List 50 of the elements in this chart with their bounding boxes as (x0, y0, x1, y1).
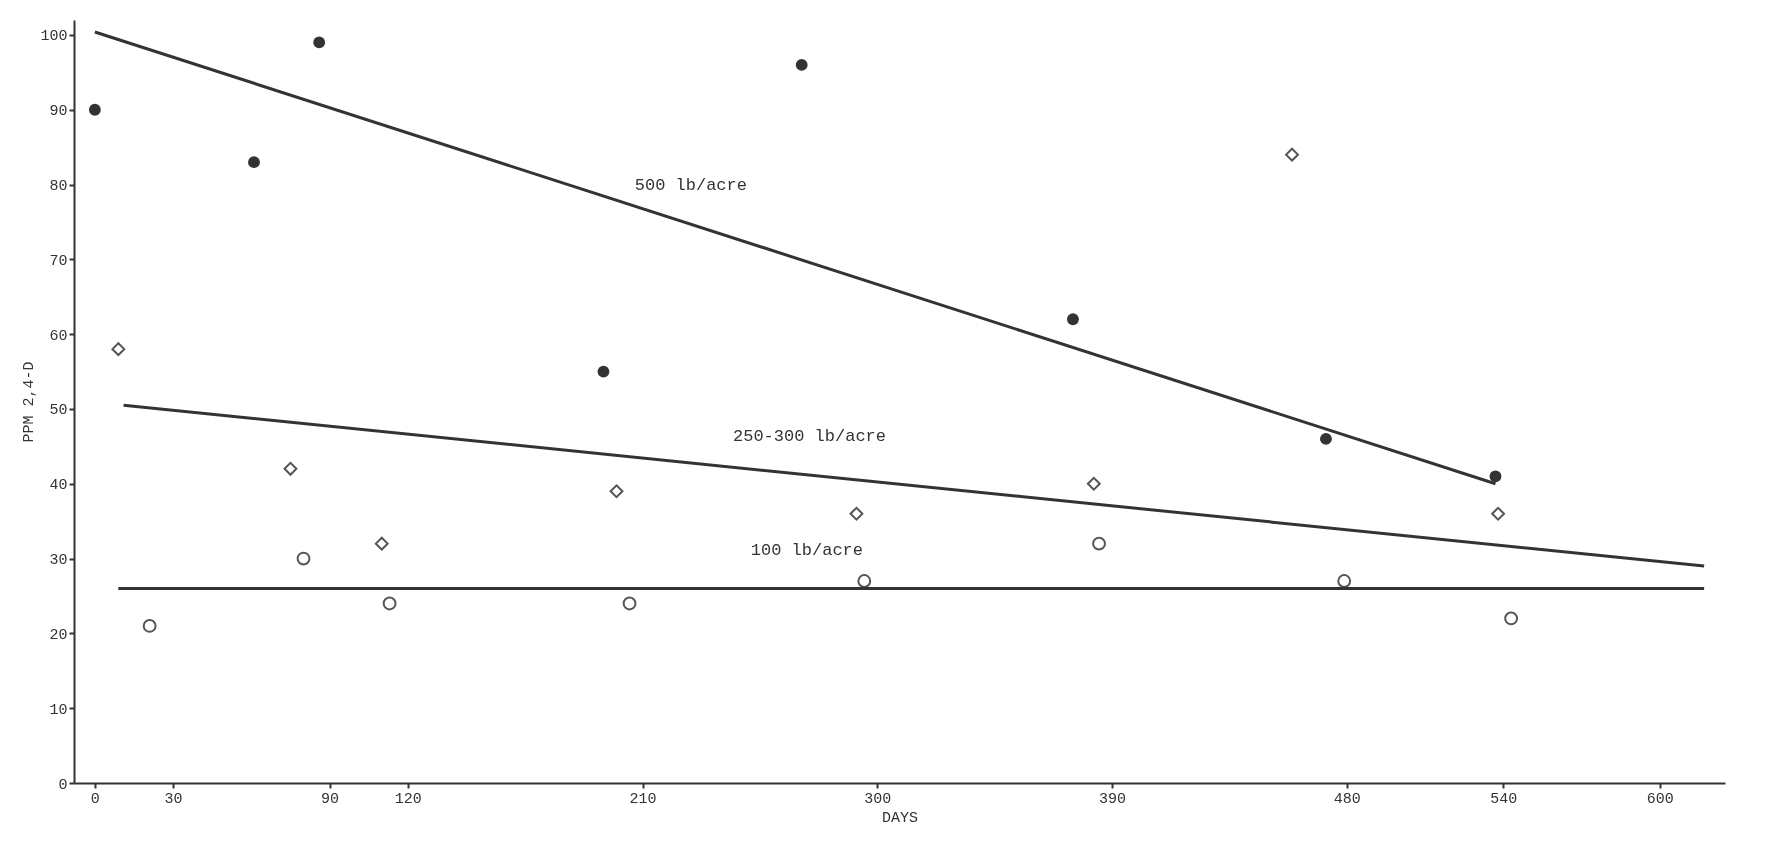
point (248, 156, 260, 169)
x-tick-label: 90 (321, 790, 340, 808)
y-tick-label: 30 (49, 552, 68, 570)
y-tick-label: 20 (49, 626, 68, 644)
annotation: 500 lb/acre (634, 176, 747, 196)
y-axis-title: PPM 2,4-D (21, 361, 39, 443)
point (622, 596, 637, 611)
point (142, 619, 157, 633)
point (382, 596, 397, 611)
y-tick-label: 10 (49, 701, 68, 719)
y-tick-label: 50 (49, 402, 68, 420)
x-tick-label: 300 (864, 790, 892, 808)
x-axis-title: DAYS (881, 809, 919, 827)
point (1092, 536, 1106, 551)
annotation: 250-300 lb/acre (733, 427, 887, 447)
y-tick-label: 70 (49, 252, 68, 270)
x-tick-label: 210 (629, 790, 657, 808)
point (111, 342, 126, 357)
y-tick-label: 0 (58, 776, 68, 794)
point (1337, 574, 1352, 588)
x-tick-label: 540 (1490, 790, 1518, 808)
point (857, 574, 872, 588)
y-tick-label: 90 (49, 103, 68, 121)
point (1320, 433, 1332, 445)
x-tick-label: 480 (1333, 790, 1361, 808)
y-tick-label: 100 (40, 28, 68, 46)
point (1491, 506, 1505, 521)
point (1285, 147, 1299, 162)
point (1086, 476, 1101, 491)
x-tick-label: 30 (164, 790, 183, 808)
annotation: 100 lb/acre (750, 540, 864, 560)
point (1489, 470, 1502, 483)
point (1504, 611, 1519, 626)
point (88, 103, 101, 116)
point (313, 36, 326, 49)
point (609, 484, 624, 499)
point (1067, 313, 1079, 326)
y-tick-label: 60 (49, 327, 68, 345)
point (849, 506, 864, 521)
y-tick-label: 40 (49, 477, 68, 495)
x-tick-label: 600 (1646, 790, 1674, 808)
point (374, 536, 389, 551)
point (296, 551, 311, 566)
point (597, 365, 610, 378)
y-tick-label: 80 (49, 178, 68, 196)
x-tick-label: 0 (90, 790, 100, 808)
x-tick-label: 120 (394, 790, 422, 808)
point (283, 461, 298, 476)
x-tick-label: 390 (1099, 790, 1127, 808)
point (795, 58, 808, 71)
